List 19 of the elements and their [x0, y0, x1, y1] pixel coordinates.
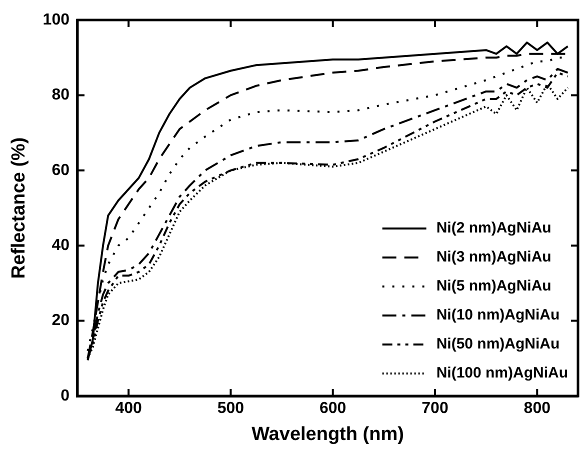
legend-label: Ni(5 nm)AgNiAu: [436, 278, 552, 295]
y-tick-label: 40: [52, 237, 70, 254]
y-axis-title: Reflectance (%): [8, 137, 30, 279]
x-tick-label: 400: [115, 400, 142, 418]
legend-label: Ni(10 nm)AgNiAu: [436, 306, 560, 324]
legend-label: Ni(2 nm)AgNiAu: [436, 220, 552, 237]
y-tick-label: 100: [42, 11, 70, 28]
x-axis-title: Wavelength (nm): [252, 424, 404, 445]
y-tick-label: 60: [52, 162, 70, 179]
legend-label: Ni(100 nm)AgNiAu: [436, 364, 568, 382]
x-tick-label: 700: [422, 400, 448, 418]
x-tick-label: 800: [524, 400, 551, 418]
y-tick-label: 80: [52, 86, 70, 104]
x-tick-label: 500: [217, 400, 244, 418]
y-tick-label: 20: [52, 312, 70, 330]
y-tick-label: 0: [60, 387, 70, 404]
x-tick-label: 600: [320, 400, 346, 418]
legend-label: Ni(50 nm)AgNiAu: [436, 336, 560, 353]
legend-label: Ni(3 nm)AgNiAu: [436, 248, 552, 266]
